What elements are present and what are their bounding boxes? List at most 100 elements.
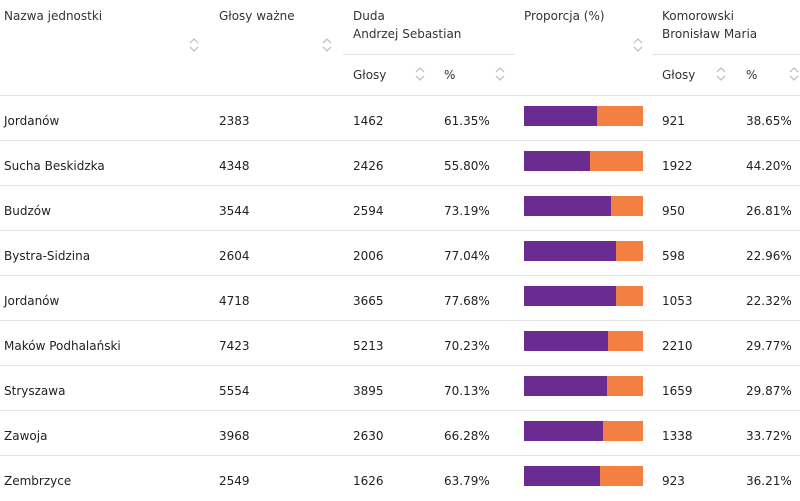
cell-unit-name: Zawoja bbox=[4, 429, 48, 443]
proportion-bar-komorowski bbox=[590, 151, 643, 171]
proportion-bar bbox=[524, 106, 643, 126]
proportion-bar-komorowski bbox=[602, 421, 643, 441]
cell-duda-votes: 2006 bbox=[353, 249, 384, 263]
sort-unit-name-icon[interactable] bbox=[189, 37, 199, 53]
cell-komorowski-pct: 38.65% bbox=[746, 114, 792, 128]
proportion-bar-duda bbox=[524, 466, 600, 486]
sort-proportion-icon[interactable] bbox=[633, 37, 643, 53]
cell-komorowski-votes: 923 bbox=[662, 474, 685, 488]
cell-valid-votes: 4348 bbox=[219, 159, 250, 173]
proportion-bar-komorowski bbox=[599, 466, 643, 486]
header-duda-divider bbox=[343, 54, 515, 55]
cell-duda-pct: 73.19% bbox=[444, 204, 490, 218]
header-valid-votes: Głosy ważne bbox=[219, 9, 295, 23]
table-row[interactable]: Bystra-Sidzina 2604 2006 77.04% 598 22.9… bbox=[0, 231, 800, 276]
proportion-bar bbox=[524, 421, 643, 441]
cell-valid-votes: 2604 bbox=[219, 249, 250, 263]
cell-duda-votes: 5213 bbox=[353, 339, 384, 353]
cell-komorowski-pct: 36.21% bbox=[746, 474, 792, 488]
cell-komorowski-pct: 22.96% bbox=[746, 249, 792, 263]
cell-valid-votes: 3968 bbox=[219, 429, 250, 443]
proportion-bar bbox=[524, 466, 643, 486]
proportion-bar-duda bbox=[524, 241, 616, 261]
cell-komorowski-votes: 921 bbox=[662, 114, 685, 128]
proportion-bar-duda bbox=[524, 286, 617, 306]
proportion-bar-duda bbox=[524, 196, 612, 216]
proportion-bar-komorowski bbox=[597, 106, 643, 126]
sort-valid-votes-icon[interactable] bbox=[322, 37, 332, 53]
proportion-bar-duda bbox=[524, 376, 608, 396]
sort-komorowski-pct-icon[interactable] bbox=[789, 66, 799, 82]
table-row[interactable]: Sucha Beskidzka 4348 2426 55.80% 1922 44… bbox=[0, 141, 800, 186]
cell-valid-votes: 2383 bbox=[219, 114, 250, 128]
cell-komorowski-votes: 1922 bbox=[662, 159, 693, 173]
cell-duda-votes: 2594 bbox=[353, 204, 384, 218]
cell-komorowski-pct: 22.32% bbox=[746, 294, 792, 308]
cell-unit-name: Budzów bbox=[4, 204, 51, 218]
cell-unit-name: Jordanów bbox=[4, 294, 60, 308]
table-row[interactable]: Zembrzyce 2549 1626 63.79% 923 36.21% bbox=[0, 456, 800, 501]
header-komorowski-votes: Głosy bbox=[662, 68, 696, 82]
proportion-bar-komorowski bbox=[615, 241, 643, 261]
cell-duda-pct: 70.13% bbox=[444, 384, 490, 398]
proportion-bar bbox=[524, 241, 643, 261]
row-divider bbox=[0, 275, 800, 276]
proportion-bar bbox=[524, 286, 643, 306]
cell-duda-pct: 70.23% bbox=[444, 339, 490, 353]
row-divider bbox=[0, 455, 800, 456]
cell-duda-votes: 3895 bbox=[353, 384, 384, 398]
cell-komorowski-pct: 29.77% bbox=[746, 339, 792, 353]
cell-unit-name: Zembrzyce bbox=[4, 474, 72, 488]
sort-duda-votes-icon[interactable] bbox=[415, 66, 425, 82]
cell-valid-votes: 3544 bbox=[219, 204, 250, 218]
table-row[interactable]: Maków Podhalański 7423 5213 70.23% 2210 … bbox=[0, 321, 800, 366]
header-komorowski-divider bbox=[652, 54, 800, 55]
proportion-bar-komorowski bbox=[607, 331, 643, 351]
table-row[interactable]: Stryszawa 5554 3895 70.13% 1659 29.87% bbox=[0, 366, 800, 411]
cell-komorowski-pct: 44.20% bbox=[746, 159, 792, 173]
cell-valid-votes: 2549 bbox=[219, 474, 250, 488]
proportion-bar-duda bbox=[524, 421, 603, 441]
cell-komorowski-pct: 29.87% bbox=[746, 384, 792, 398]
proportion-bar-komorowski bbox=[616, 286, 643, 306]
cell-duda-pct: 77.04% bbox=[444, 249, 490, 263]
header-duda-firstnames: Andrzej Sebastian bbox=[353, 27, 462, 41]
row-divider bbox=[0, 140, 800, 141]
sort-komorowski-votes-icon[interactable] bbox=[716, 66, 726, 82]
cell-valid-votes: 4718 bbox=[219, 294, 250, 308]
cell-unit-name: Jordanów bbox=[4, 114, 60, 128]
cell-duda-pct: 77.68% bbox=[444, 294, 490, 308]
table-row[interactable]: Budzów 3544 2594 73.19% 950 26.81% bbox=[0, 186, 800, 231]
cell-unit-name: Maków Podhalański bbox=[4, 339, 121, 353]
sort-duda-pct-icon[interactable] bbox=[495, 66, 505, 82]
cell-duda-pct: 63.79% bbox=[444, 474, 490, 488]
proportion-bar-duda bbox=[524, 151, 591, 171]
header-duda-pct: % bbox=[444, 68, 456, 82]
row-divider bbox=[0, 230, 800, 231]
header-unit-name: Nazwa jednostki bbox=[4, 9, 103, 23]
table-row[interactable]: Jordanów 4718 3665 77.68% 1053 22.32% bbox=[0, 276, 800, 321]
cell-komorowski-votes: 1053 bbox=[662, 294, 693, 308]
cell-komorowski-pct: 26.81% bbox=[746, 204, 792, 218]
cell-duda-votes: 2426 bbox=[353, 159, 384, 173]
cell-duda-votes: 1626 bbox=[353, 474, 384, 488]
proportion-bar-duda bbox=[524, 331, 608, 351]
table-row[interactable]: Jordanów 2383 1462 61.35% 921 38.65% bbox=[0, 96, 800, 141]
cell-valid-votes: 7423 bbox=[219, 339, 250, 353]
cell-unit-name: Sucha Beskidzka bbox=[4, 159, 105, 173]
header-komorowski-pct: % bbox=[746, 68, 758, 82]
proportion-bar-komorowski bbox=[611, 196, 643, 216]
cell-komorowski-votes: 598 bbox=[662, 249, 685, 263]
cell-komorowski-votes: 1338 bbox=[662, 429, 693, 443]
cell-valid-votes: 5554 bbox=[219, 384, 250, 398]
header-komorowski-surname: Komorowski bbox=[662, 9, 735, 23]
proportion-bar-duda bbox=[524, 106, 597, 126]
cell-komorowski-votes: 950 bbox=[662, 204, 685, 218]
table-row[interactable]: Zawoja 3968 2630 66.28% 1338 33.72% bbox=[0, 411, 800, 456]
row-divider bbox=[0, 185, 800, 186]
header-proportion: Proporcja (%) bbox=[524, 9, 605, 23]
cell-unit-name: Stryszawa bbox=[4, 384, 66, 398]
cell-duda-votes: 2630 bbox=[353, 429, 384, 443]
cell-komorowski-pct: 33.72% bbox=[746, 429, 792, 443]
header-komorowski-firstnames: Bronisław Maria bbox=[662, 27, 758, 41]
